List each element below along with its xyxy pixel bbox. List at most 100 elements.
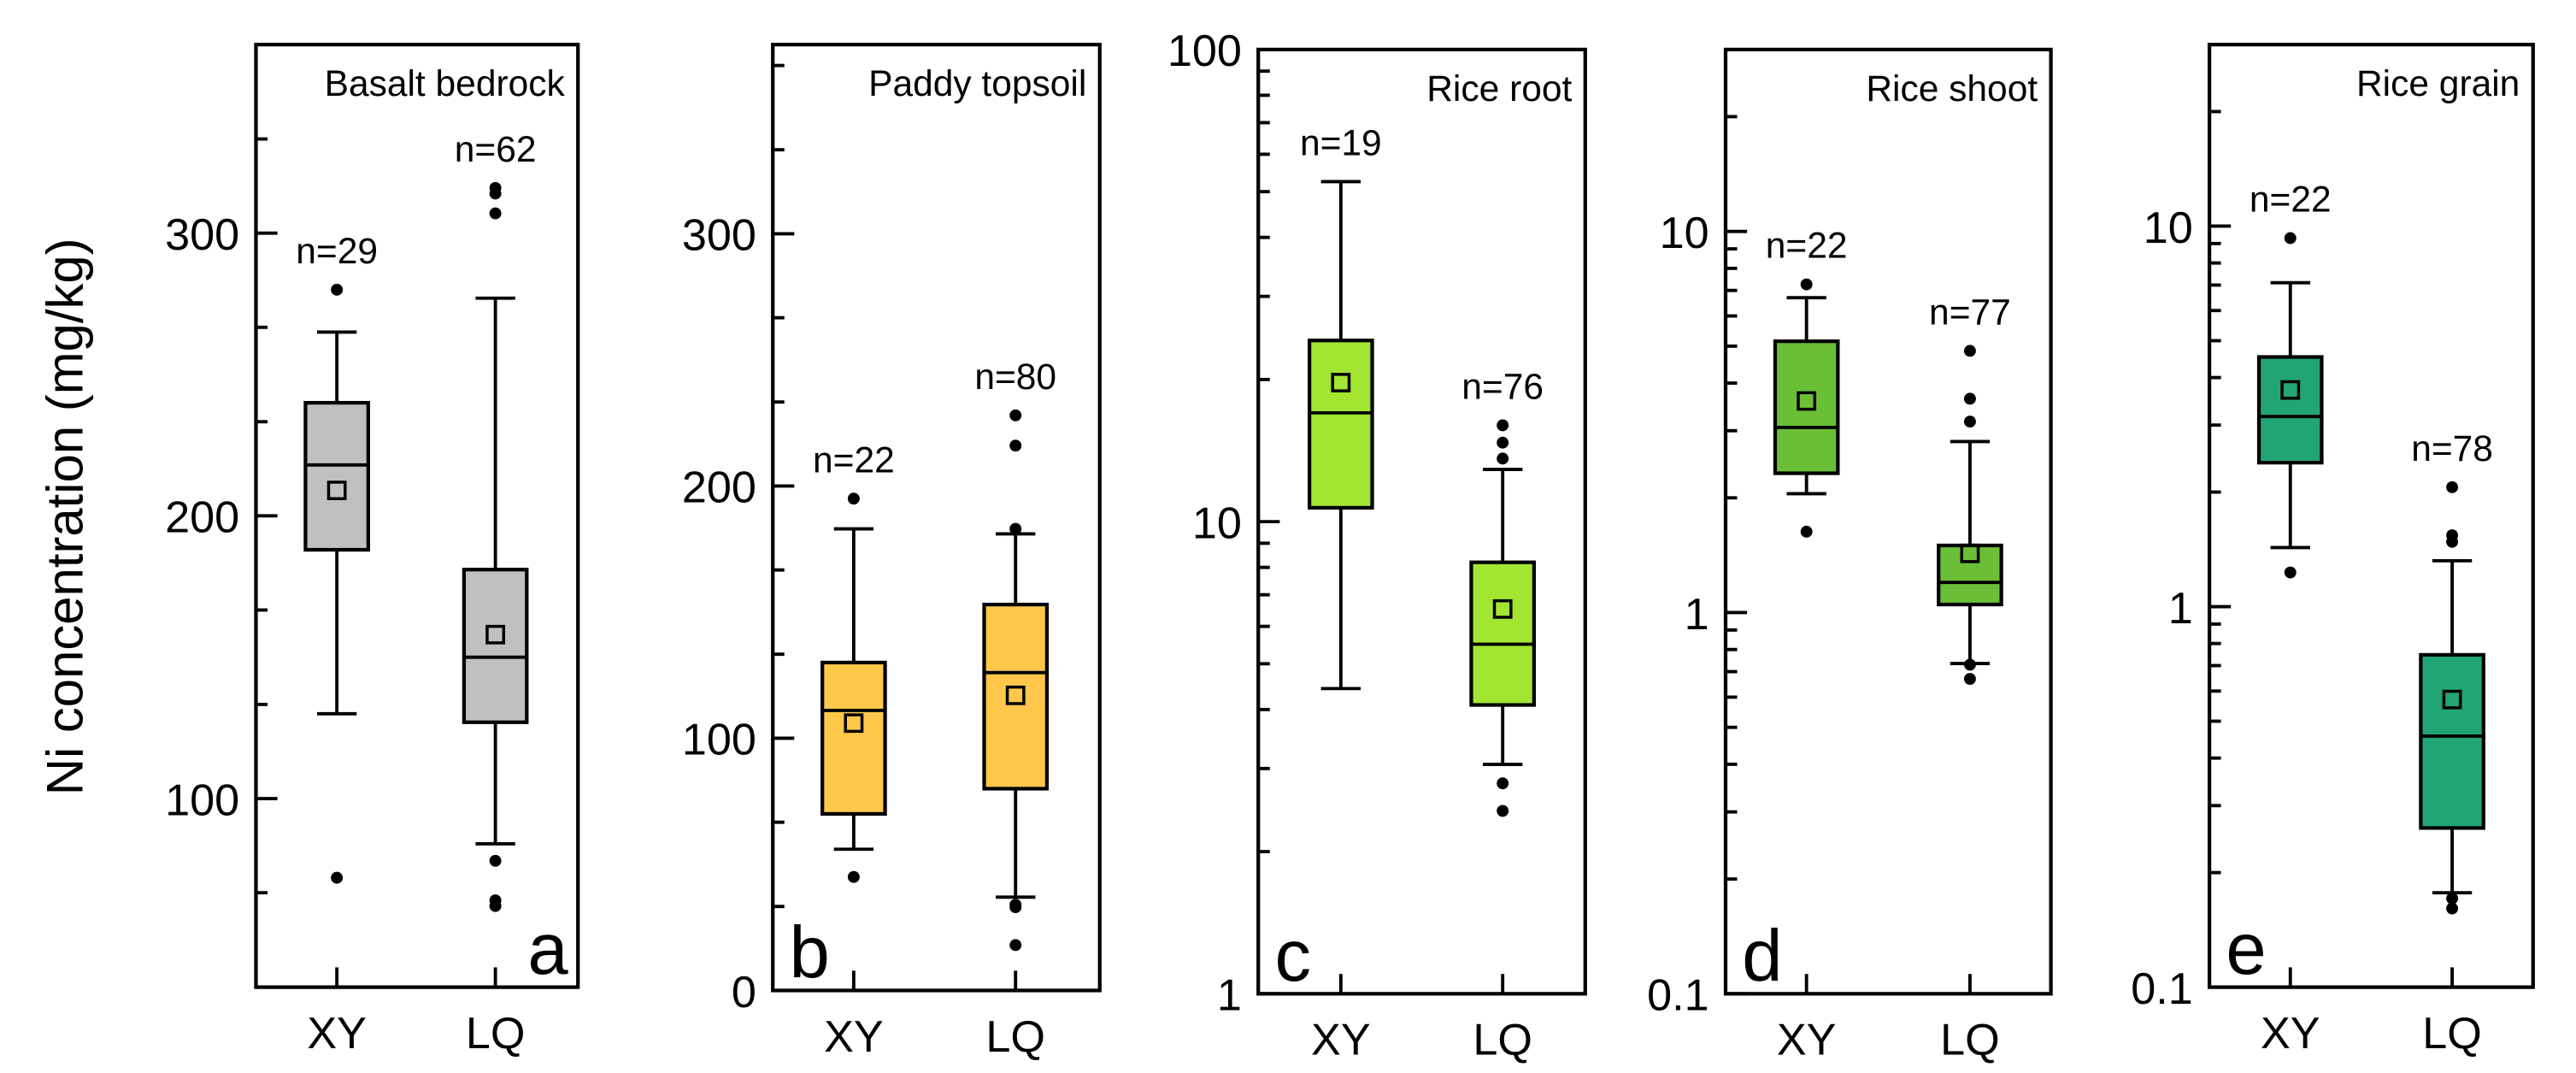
- y-tick-label: 300: [165, 210, 239, 260]
- y-tick-label: 200: [682, 463, 756, 513]
- x-tick-label: XY: [2261, 1009, 2320, 1058]
- outlier-point: [1497, 805, 1509, 817]
- box-xy: XY n=22: [1766, 227, 1848, 1065]
- panel-b: 0 100 200 300 Paddy topsoil b XY n=22 LQ n=80: [682, 43, 1102, 1062]
- iqr-box: [1937, 543, 2003, 607]
- iqr-box: [1773, 339, 1840, 475]
- outlier-point: [1009, 901, 1022, 914]
- outlier-point: [1963, 673, 1976, 685]
- mean-marker: [2442, 689, 2462, 710]
- outlier-point: [1497, 436, 1509, 449]
- outlier-point: [2446, 892, 2459, 905]
- plot-frame: [2207, 43, 2535, 989]
- y-tick-label: 1: [2168, 584, 2193, 634]
- iqr-box: [2419, 652, 2485, 830]
- box-lq: LQ n=77: [1929, 292, 2011, 1064]
- mean-marker: [1492, 598, 1513, 619]
- box-lq: LQ n=80: [974, 357, 1056, 1062]
- panel-title: Rice root: [1426, 69, 1572, 109]
- outlier-point: [1963, 345, 1976, 357]
- outlier-point: [1497, 777, 1509, 790]
- sample-size-label: n=22: [1766, 227, 1848, 267]
- x-tick-label: LQ: [2422, 1009, 2482, 1058]
- iqr-box: [462, 568, 529, 724]
- box-lq: LQ n=76: [1461, 368, 1544, 1065]
- mean-marker: [1005, 685, 1026, 705]
- y-tick-label: 1: [1685, 590, 1709, 640]
- sample-size-label: n=77: [1929, 292, 2011, 333]
- plot-frame: [771, 43, 1102, 993]
- x-tick-label: LQ: [466, 1009, 526, 1058]
- panel-a: 100 200 300 Basalt bedrock a XY n=29 LQ n=62: [165, 43, 580, 1058]
- outlier-point: [2446, 902, 2459, 915]
- y-tick-label: 10: [2144, 203, 2193, 253]
- outlier-point: [1963, 392, 1976, 405]
- y-tick-label: 300: [682, 211, 756, 261]
- outlier-point: [331, 871, 344, 884]
- x-tick-label: LQ: [1473, 1016, 1532, 1065]
- mean-marker: [1797, 391, 1817, 411]
- iqr-box: [982, 602, 1050, 791]
- outlier-point: [1497, 419, 1509, 432]
- y-tick-label: 100: [1167, 27, 1242, 76]
- outlier-point: [1963, 658, 1976, 671]
- box-xy: XY n=22: [2250, 180, 2332, 1058]
- panel-letter: c: [1275, 916, 1311, 997]
- outlier-point: [2284, 566, 2297, 579]
- panel-title: Paddy topsoil: [868, 64, 1086, 104]
- box-xy: XY n=22: [813, 440, 895, 1062]
- box-lq: LQ n=62: [455, 130, 537, 1058]
- x-tick-label: XY: [1311, 1016, 1371, 1065]
- sample-size-label: n=29: [296, 232, 378, 272]
- sample-size-label: n=22: [813, 440, 895, 480]
- plot-frame: [1256, 47, 1587, 996]
- mean-marker: [2280, 380, 2301, 400]
- mean-marker: [326, 480, 347, 500]
- outlier-point: [1009, 939, 1022, 952]
- sample-size-label: n=78: [2411, 429, 2493, 469]
- y-axis-label: Ni concentration (mg/kg): [37, 238, 94, 795]
- outlier-point: [2446, 535, 2459, 548]
- box-xy: XY n=19: [1300, 124, 1382, 1065]
- outlier-point: [489, 854, 502, 867]
- iqr-box: [820, 660, 887, 817]
- panel-title: Basalt bedrock: [325, 64, 566, 104]
- outlier-point: [847, 870, 860, 883]
- outlier-point: [489, 187, 502, 200]
- sample-size-label: n=76: [1461, 368, 1544, 408]
- y-tick-label: 100: [682, 716, 756, 765]
- outlier-point: [1800, 525, 1813, 538]
- outlier-point: [847, 492, 860, 505]
- iqr-box: [1307, 339, 1374, 510]
- y-tick-label: 10: [1192, 498, 1242, 548]
- mean-marker: [1960, 543, 1980, 563]
- panel-title: Rice shoot: [1866, 69, 2038, 109]
- outlier-point: [489, 207, 502, 220]
- panel-d: 0.1 1 10 Rice shoot d XY n=22 LQ n=77: [1647, 47, 2053, 1065]
- y-tick-label: 100: [165, 775, 239, 825]
- panel-title: Rice grain: [2356, 64, 2520, 104]
- panel-letter: e: [2226, 909, 2266, 990]
- outlier-point: [1009, 522, 1022, 535]
- panel-letter: d: [1742, 916, 1782, 997]
- panel-e: 0.1 1 10 Rice grain e XY n=22 LQ n=78: [2131, 43, 2535, 1058]
- y-tick-label: 0.1: [1647, 971, 1709, 1021]
- sample-size-label: n=62: [455, 130, 537, 170]
- y-tick-label: 200: [165, 493, 239, 543]
- panel-letter: b: [790, 912, 830, 993]
- outlier-point: [2446, 480, 2459, 493]
- sample-size-label: n=19: [1300, 124, 1382, 164]
- outlier-point: [2284, 232, 2297, 245]
- iqr-box: [1469, 560, 1537, 707]
- x-tick-label: XY: [307, 1009, 367, 1058]
- sample-size-label: n=80: [974, 357, 1056, 398]
- y-tick-label: 0.1: [2131, 964, 2192, 1014]
- box-xy: XY n=29: [296, 232, 378, 1058]
- outlier-point: [331, 283, 344, 296]
- outlier-point: [1009, 409, 1022, 422]
- sample-size-label: n=22: [2250, 180, 2332, 221]
- y-tick-label: 10: [1660, 209, 1709, 258]
- outlier-point: [1497, 452, 1509, 465]
- plot-frame: [1723, 47, 2053, 996]
